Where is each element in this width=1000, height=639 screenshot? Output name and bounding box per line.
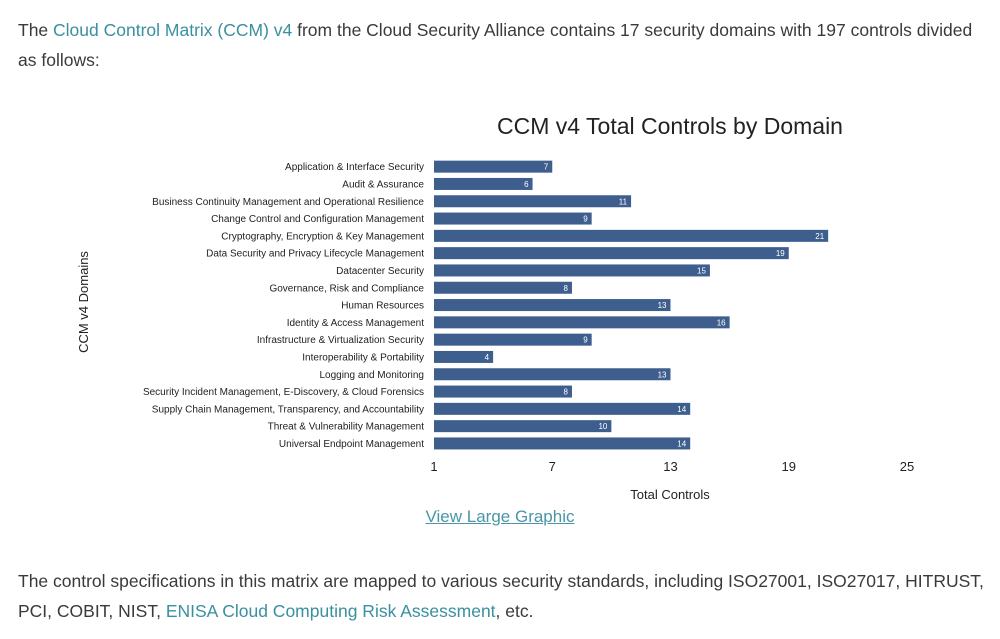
bar bbox=[434, 281, 572, 294]
bar bbox=[434, 333, 592, 346]
category-label: Interoperability & Portability bbox=[302, 352, 424, 363]
category-label: Infrastructure & Virtualization Security bbox=[257, 335, 424, 346]
bar-value-label: 10 bbox=[598, 422, 607, 431]
y-axis-label: CCM v4 Domains bbox=[76, 251, 91, 353]
bar bbox=[434, 350, 494, 363]
x-tick-label: 1 bbox=[430, 459, 437, 474]
bar-value-label: 9 bbox=[583, 215, 588, 224]
ccm-link[interactable]: Cloud Control Matrix (CCM) v4 bbox=[53, 20, 293, 40]
bar bbox=[434, 402, 691, 415]
intro-text-end: from the Cloud Security Alliance contain… bbox=[18, 20, 973, 70]
category-label: Audit & Assurance bbox=[342, 179, 424, 190]
bar-value-label: 13 bbox=[658, 370, 667, 379]
bar bbox=[434, 264, 710, 277]
category-label: Universal Endpoint Management bbox=[279, 439, 424, 450]
chart-title: CCM v4 Total Controls by Domain bbox=[497, 113, 843, 139]
bar-value-label: 14 bbox=[677, 405, 686, 414]
bar bbox=[434, 368, 671, 381]
category-label: Supply Chain Management, Transparency, a… bbox=[152, 404, 424, 415]
bar bbox=[434, 247, 789, 260]
bar bbox=[434, 437, 691, 450]
view-large-graphic-link[interactable]: View Large Graphic bbox=[425, 507, 575, 526]
x-tick-label: 25 bbox=[900, 459, 914, 474]
bar-value-label: 4 bbox=[485, 353, 490, 362]
outro-text-end: , etc. bbox=[495, 601, 534, 621]
bar-value-label: 19 bbox=[776, 249, 785, 258]
category-label: Governance, Risk and Compliance bbox=[269, 283, 424, 294]
outro-text-start: The control specifications in this matri… bbox=[18, 571, 984, 621]
bar bbox=[434, 212, 592, 225]
category-label: Identity & Access Management bbox=[287, 318, 425, 329]
bar bbox=[434, 420, 612, 433]
bar-value-label: 16 bbox=[717, 318, 726, 327]
bar bbox=[434, 316, 730, 329]
category-label: Data Security and Privacy Lifecycle Mana… bbox=[206, 249, 424, 260]
intro-text-start: The bbox=[18, 20, 54, 40]
bar-value-label: 14 bbox=[677, 439, 686, 448]
bar-value-label: 7 bbox=[544, 163, 549, 172]
category-label: Datacenter Security bbox=[336, 266, 424, 277]
category-label: Human Resources bbox=[341, 301, 424, 312]
enisa-link[interactable]: ENISA Cloud Computing Risk Assessment bbox=[165, 601, 496, 621]
category-label: Security Incident Management, E-Discover… bbox=[143, 387, 424, 398]
bar bbox=[434, 177, 533, 190]
bar bbox=[434, 160, 553, 173]
category-label: Cryptography, Encryption & Key Managemen… bbox=[221, 231, 424, 242]
category-label: Change Control and Configuration Managem… bbox=[211, 214, 424, 225]
bar bbox=[434, 299, 671, 312]
x-tick-label: 19 bbox=[782, 459, 796, 474]
x-axis-label: Total Controls bbox=[630, 487, 710, 502]
x-tick-label: 7 bbox=[549, 459, 556, 474]
bar-value-label: 11 bbox=[619, 197, 628, 206]
bar-value-label: 15 bbox=[697, 266, 706, 275]
bar bbox=[434, 229, 829, 242]
category-label: Logging and Monitoring bbox=[319, 370, 424, 381]
bars-group: Application & Interface Security 7 Audit &… bbox=[143, 160, 829, 450]
bar bbox=[434, 385, 572, 398]
bar-value-label: 6 bbox=[524, 180, 529, 189]
bar-value-label: 8 bbox=[564, 388, 569, 397]
outro-paragraph: The control specifications in this matri… bbox=[18, 566, 993, 626]
bar-value-label: 21 bbox=[815, 232, 824, 241]
category-label: Business Continuity Management and Opera… bbox=[152, 197, 424, 208]
x-tick-label: 13 bbox=[663, 459, 677, 474]
category-label: Threat & Vulnerability Management bbox=[268, 422, 425, 433]
bar-value-label: 8 bbox=[564, 284, 569, 293]
bar-value-label: 9 bbox=[583, 336, 588, 345]
intro-paragraph: The Cloud Control Matrix (CCM) v4 from t… bbox=[18, 15, 993, 75]
bar-value-label: 13 bbox=[658, 301, 667, 310]
category-label: Application & Interface Security bbox=[285, 162, 424, 173]
ccm-bar-chart: CCM v4 Total Controls by Domain CCM v4 D… bbox=[76, 113, 914, 502]
bar bbox=[434, 195, 632, 208]
